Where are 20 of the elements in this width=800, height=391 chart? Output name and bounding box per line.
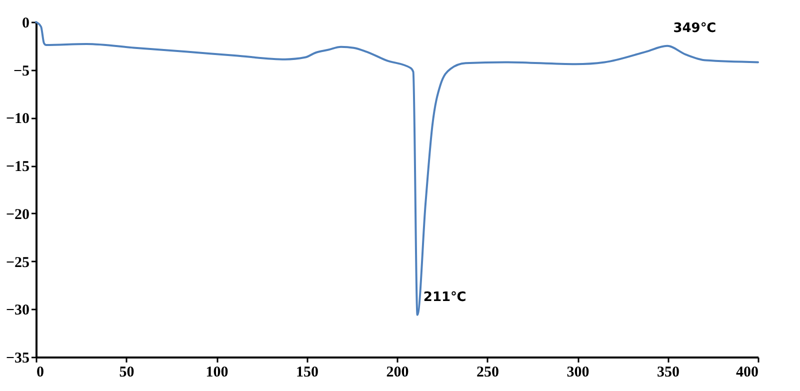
y-tick-label: −30 bbox=[6, 302, 30, 319]
y-tick-label: −10 bbox=[6, 111, 30, 128]
y-tick-label: −25 bbox=[6, 254, 30, 271]
y-tick-label: −20 bbox=[6, 206, 30, 223]
x-tick-label: 350 bbox=[657, 364, 680, 380]
y-tick-label: −35 bbox=[6, 350, 30, 366]
line-series bbox=[35, 21, 759, 316]
y-tick-label: −5 bbox=[13, 63, 30, 80]
x-tick-label: 200 bbox=[386, 364, 409, 380]
x-tick-label: 300 bbox=[566, 364, 590, 380]
y-tick-label: 0 bbox=[22, 16, 30, 32]
annotation: 211℃ bbox=[423, 290, 466, 305]
x-tick-label: 250 bbox=[476, 364, 499, 380]
y-tick-label: −15 bbox=[6, 159, 30, 176]
annotation: 349℃ bbox=[673, 20, 716, 36]
x-tick-label: 150 bbox=[296, 364, 318, 380]
x-tick-label: 400 bbox=[736, 364, 758, 380]
x-tick-label: 50 bbox=[119, 364, 134, 380]
x-tick-label: 0 bbox=[36, 364, 44, 380]
x-tick-label: 100 bbox=[206, 364, 228, 380]
